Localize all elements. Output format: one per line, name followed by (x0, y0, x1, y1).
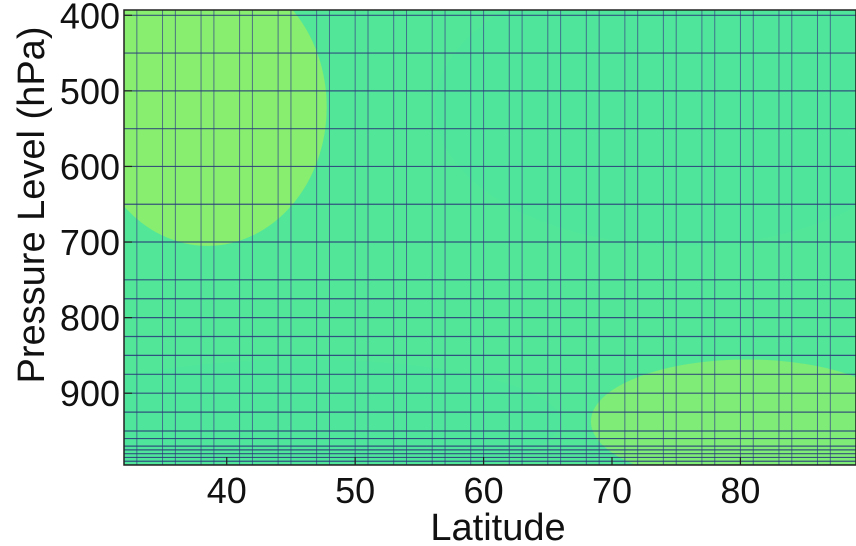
y-tick-label: 400 (60, 0, 120, 36)
x-ticks: 40 50 60 70 80 (207, 457, 760, 511)
x-tick-label: 40 (207, 470, 247, 511)
plot-area (124, 10, 856, 465)
heat-region-1 (124, 10, 327, 246)
y-tick-label: 700 (60, 222, 120, 263)
chart-title: e-meters (449, 0, 607, 7)
y-tick-label: 900 (60, 373, 120, 414)
heat-region-2 (435, 10, 856, 246)
y-tick-label: 800 (60, 298, 120, 339)
latitude-grid-lines (136, 10, 856, 465)
y-axis-label: Pressure Level (hPa) (11, 27, 53, 384)
y-tick-label: 600 (60, 146, 120, 187)
y-tick-label: 500 (60, 71, 120, 112)
x-tick-label: 80 (720, 470, 760, 511)
x-tick-label: 70 (592, 470, 632, 511)
x-axis-label: Latitude (430, 507, 565, 546)
x-tick-label: 50 (335, 470, 375, 511)
x-tick-label: 60 (464, 470, 504, 511)
y-ticks: 400 500 600 700 800 900 (60, 0, 132, 414)
plot-frame (123, 9, 856, 466)
pressure-grid-lines (124, 14, 856, 465)
